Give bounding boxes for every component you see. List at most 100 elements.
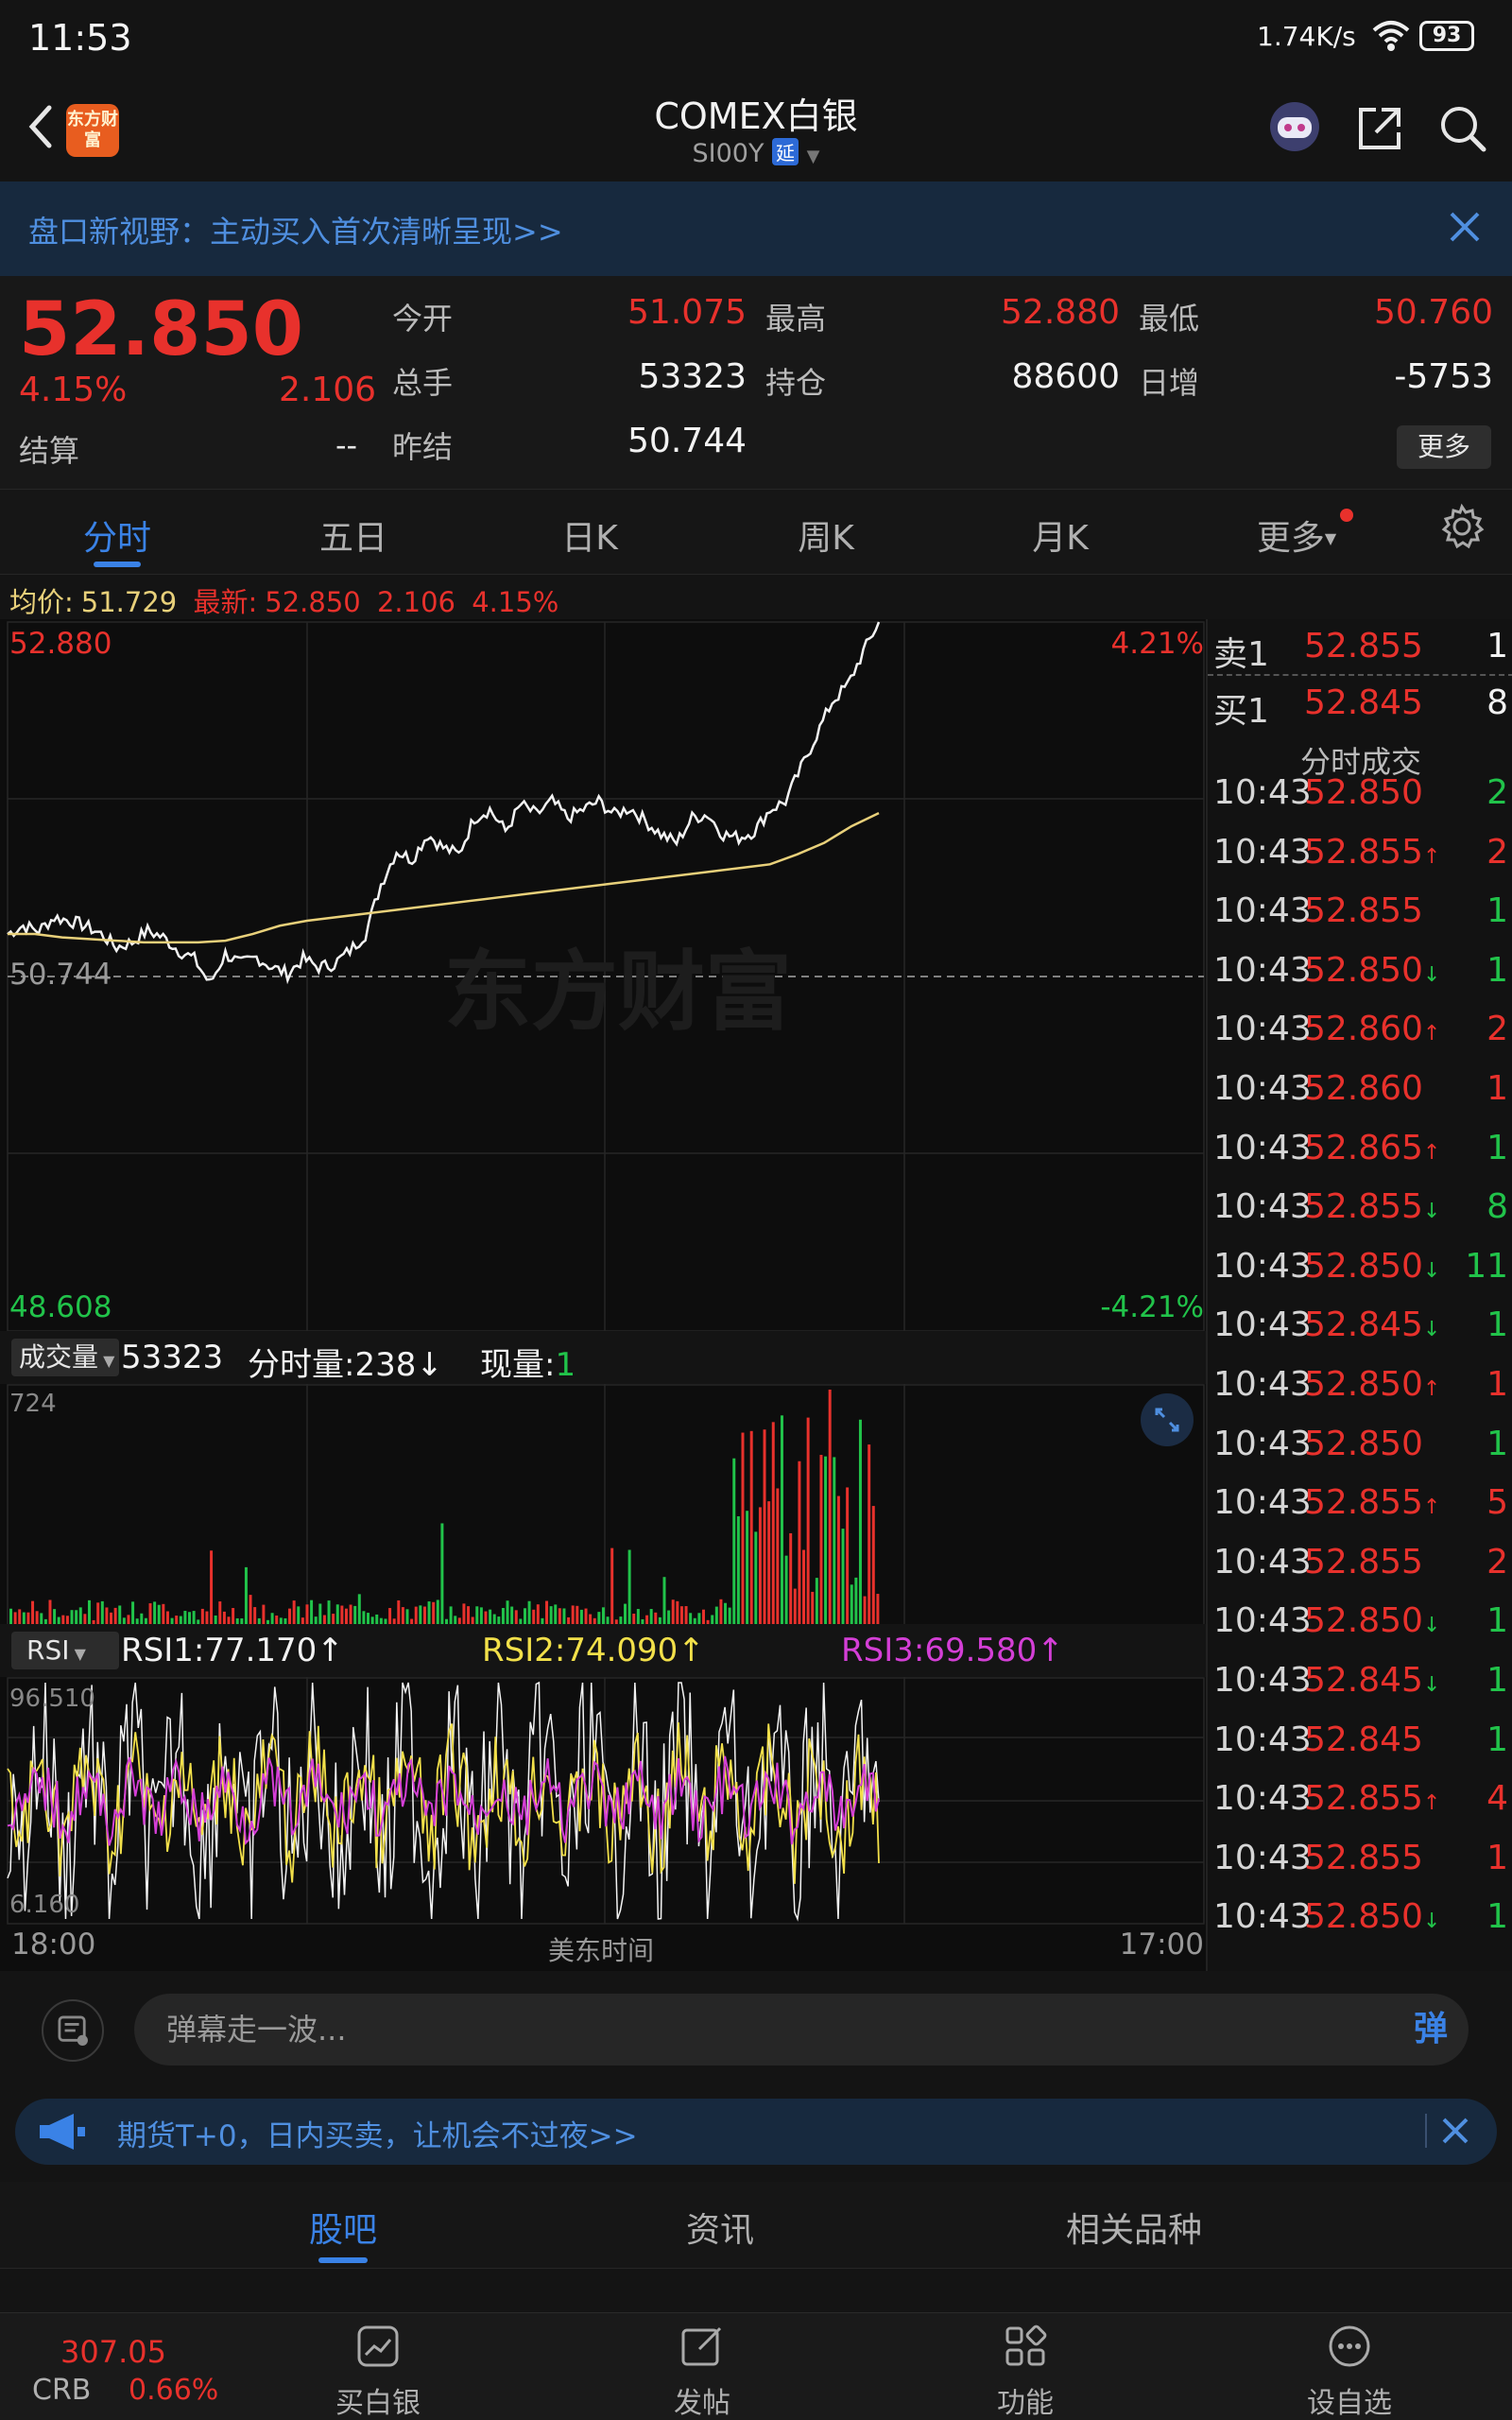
rsi-min-label: 6.160 <box>9 1891 80 1919</box>
brand-logo[interactable]: 东方财富 <box>66 104 119 157</box>
trade-price: 52.845↓ <box>1304 1305 1440 1344</box>
volume-bar <box>205 1611 209 1626</box>
trade-price-value: 52.850 <box>1304 1897 1423 1937</box>
trade-volume: 1 <box>1486 1365 1508 1404</box>
tab-monthly-k[interactable]: 月K <box>1032 519 1089 558</box>
chevron-down-icon: ▼ <box>806 147 820 166</box>
nav-functions[interactable]: 功能 <box>931 2323 1120 2420</box>
more-dots-icon <box>1329 2325 1370 2367</box>
volume-bar <box>401 1607 404 1626</box>
index-pct[interactable]: 0.66% <box>129 2374 219 2407</box>
ask-row: 卖1 52.855 1 <box>1208 627 1512 685</box>
volume-bar <box>645 1615 649 1626</box>
nav-buy-silver[interactable]: 买白银 <box>284 2323 472 2420</box>
volume-bar <box>532 1609 536 1626</box>
volume-bar <box>579 1609 583 1626</box>
volume-bar <box>292 1600 296 1626</box>
min-pct-label: -4.21% <box>1100 1290 1204 1324</box>
volume-bar <box>584 1608 588 1626</box>
nav-post[interactable]: 发帖 <box>608 2323 797 2420</box>
trade-chart-icon <box>357 2325 399 2367</box>
rsi-selector[interactable]: RSI ▼ <box>11 1632 119 1669</box>
close-icon[interactable] <box>1446 206 1484 248</box>
volume-bar <box>110 1612 113 1626</box>
volume-bar <box>684 1606 688 1626</box>
expand-icon[interactable] <box>1140 1392 1194 1447</box>
tab-underline <box>318 2257 368 2263</box>
trade-row: 10:43 52.855↑ 5 <box>1208 1483 1512 1542</box>
trade-price: 52.860↑ <box>1304 1010 1440 1048</box>
index-value[interactable]: 307.05 <box>60 2334 166 2370</box>
volume-bar <box>113 1607 117 1626</box>
more-button[interactable]: 更多 <box>1397 425 1491 469</box>
danmaku-input[interactable]: 弹幕走一波... <box>134 1994 1400 2066</box>
tab-intraday[interactable]: 分时 <box>82 519 151 558</box>
notice-text[interactable]: 盘口新视野：主动买入首次清晰呈现>> <box>28 214 563 250</box>
volume-bar <box>144 1617 147 1626</box>
tab-weekly-k[interactable]: 周K <box>798 519 854 558</box>
trade-time: 10:43 <box>1213 832 1312 872</box>
volume-bar <box>200 1608 204 1626</box>
volume-bar <box>689 1613 693 1626</box>
trade-price: 52.850↓ <box>1304 951 1440 990</box>
volume-bar <box>571 1605 575 1626</box>
max-price-label: 52.880 <box>9 627 112 661</box>
danmaku-list-icon[interactable] <box>42 1999 104 2062</box>
volume-bar <box>850 1584 853 1626</box>
trade-time: 10:43 <box>1213 891 1312 931</box>
volume-bar <box>541 1617 544 1626</box>
volume-bar <box>419 1605 422 1626</box>
volume-selector[interactable]: 成交量 ▼ <box>11 1339 119 1376</box>
gear-icon[interactable] <box>1438 503 1486 550</box>
close-icon[interactable] <box>1436 2112 1474 2150</box>
tab-five-day[interactable]: 五日 <box>318 519 387 558</box>
network-speed: 1.74K/s <box>1257 21 1356 52</box>
volume-bar <box>78 1607 82 1626</box>
caret-down-icon: ▼ <box>69 1645 86 1663</box>
tab-news[interactable]: 资讯 <box>685 2211 754 2250</box>
ask-price: 52.855 <box>1304 627 1423 666</box>
volume-bar <box>467 1606 471 1626</box>
robot-assistant-icon[interactable] <box>1266 100 1323 153</box>
tab-related[interactable]: 相关品种 <box>1065 2211 1202 2250</box>
search-icon[interactable] <box>1436 102 1489 155</box>
volume-bar <box>53 1609 57 1626</box>
trade-price: 52.855 <box>1304 891 1423 930</box>
trade-time: 10:43 <box>1213 1838 1312 1877</box>
volume-bar <box>746 1511 749 1626</box>
volume-bar <box>40 1613 43 1626</box>
trade-price-value: 52.855 <box>1304 891 1423 931</box>
tab-more[interactable]: 更多▼ <box>1221 510 1372 560</box>
nav-buy-silver-label: 买白银 <box>335 2387 421 2420</box>
notice-banner[interactable]: 盘口新视野：主动买入首次清晰呈现>> <box>0 182 1512 276</box>
trade-row: 10:43 52.845↓ 1 <box>1208 1661 1512 1720</box>
trade-price-value: 52.860 <box>1304 1069 1423 1108</box>
danmaku-send-button[interactable]: 弹 <box>1393 1994 1469 2066</box>
nav-add-watchlist[interactable]: 设自选 <box>1255 2323 1444 2420</box>
chart-canvas[interactable] <box>0 619 1206 1971</box>
volume-bar <box>244 1566 248 1626</box>
promo-text[interactable]: 期货T+0，日内买卖，让机会不过夜>> <box>117 2119 638 2153</box>
trade-direction: ↑ <box>1422 1791 1441 1816</box>
contract-code[interactable]: SI00Y 延 ▼ <box>0 138 1512 168</box>
bid-label: 买1 <box>1213 692 1269 731</box>
trade-time: 10:43 <box>1213 1365 1312 1404</box>
share-icon[interactable] <box>1353 102 1406 155</box>
tab-forum[interactable]: 股吧 <box>308 2211 377 2250</box>
volume-bar <box>375 1614 379 1626</box>
promo-banner[interactable]: 期货T+0，日内买卖，让机会不过夜>> <box>15 2099 1497 2165</box>
latest-pct: 4.15% <box>472 586 559 618</box>
last-price: 52.850 <box>19 287 303 372</box>
trade-price-value: 52.850 <box>1304 1424 1423 1463</box>
back-arrow-icon[interactable] <box>17 98 64 155</box>
volume-bar <box>523 1608 526 1626</box>
price-line <box>7 621 881 985</box>
volume-bar <box>719 1599 723 1626</box>
index-name[interactable]: CRB <box>32 2374 92 2407</box>
volume-bar <box>736 1516 740 1626</box>
intraday-chart[interactable]: 52.880 4.21% 50.744 48.608 -4.21% 东方财富 7… <box>0 619 1206 1971</box>
high-label: 最高 <box>765 301 827 337</box>
trade-row: 10:43 52.850 2 <box>1208 773 1512 832</box>
trade-price: 52.855↓ <box>1304 1187 1440 1226</box>
tab-daily-k[interactable]: 日K <box>561 519 618 558</box>
